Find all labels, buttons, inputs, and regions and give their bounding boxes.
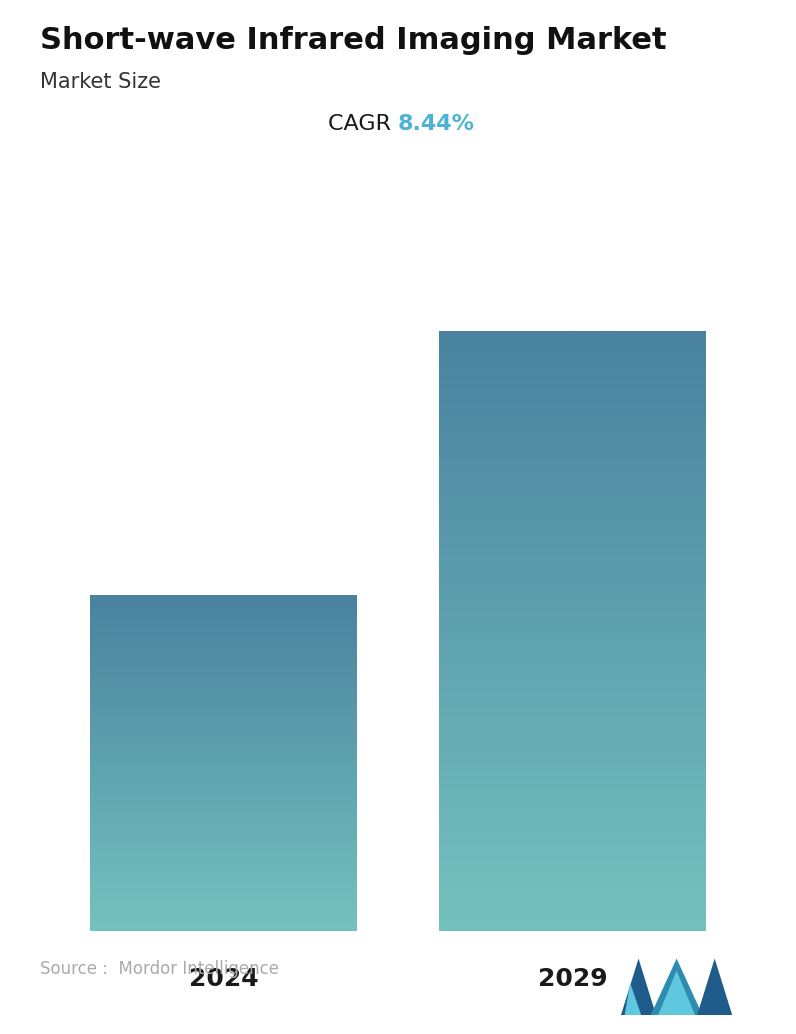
Text: Source :  Mordor Intelligence: Source : Mordor Intelligence	[40, 960, 279, 977]
Text: 2029: 2029	[538, 967, 607, 991]
Polygon shape	[650, 959, 703, 1015]
Polygon shape	[697, 959, 732, 1015]
Polygon shape	[658, 971, 695, 1015]
Text: CAGR: CAGR	[328, 114, 398, 133]
Text: Market Size: Market Size	[40, 72, 161, 92]
Text: 2024: 2024	[189, 967, 258, 991]
Polygon shape	[625, 983, 642, 1015]
Polygon shape	[621, 959, 656, 1015]
Text: Short-wave Infrared Imaging Market: Short-wave Infrared Imaging Market	[40, 26, 666, 55]
Text: 8.44%: 8.44%	[398, 114, 475, 133]
